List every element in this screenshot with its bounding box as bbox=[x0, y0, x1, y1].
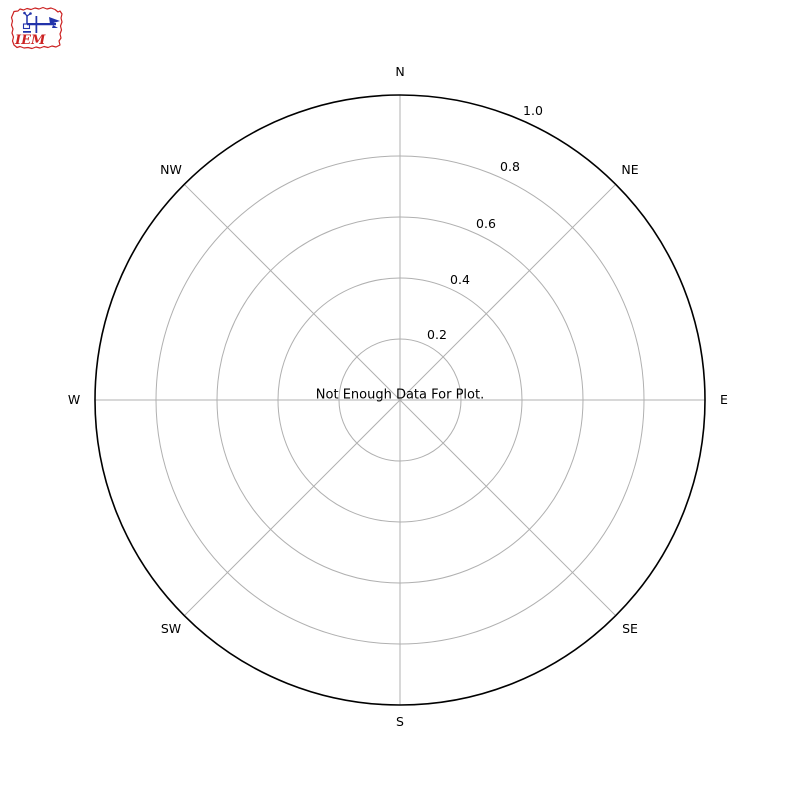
iem-logo[interactable]: IEM bbox=[8, 5, 66, 51]
gridline-circle-0-2 bbox=[338, 338, 462, 462]
iem-logo-wordmark: IEM bbox=[14, 33, 46, 48]
radial-tick-label-1-0: 1.0 bbox=[523, 102, 543, 118]
outer-spine bbox=[94, 94, 706, 706]
iowa-outline-icon bbox=[10, 6, 63, 50]
gridline-circle-0-4 bbox=[277, 277, 523, 523]
compass-label-s: S bbox=[396, 713, 404, 729]
iem-logo-graphic: IEM bbox=[10, 6, 63, 50]
gridline-circle-0-8 bbox=[155, 155, 645, 645]
radial-tick-label-0-8: 0.8 bbox=[500, 158, 520, 174]
compass-label-w: W bbox=[67, 391, 81, 407]
radial-tick-label-0-4: 0.4 bbox=[450, 271, 470, 287]
gridline-circle-0-6 bbox=[216, 216, 584, 584]
compass-label-nw: NW bbox=[160, 161, 182, 177]
compass-label-se: SE bbox=[622, 620, 638, 636]
radial-gridlines bbox=[155, 155, 645, 645]
gridline-spoke-ne bbox=[399, 183, 617, 401]
radial-tick-label-0-2: 0.2 bbox=[427, 326, 447, 342]
gridline-spoke-sw bbox=[183, 399, 401, 617]
radial-tick-label-0-6: 0.6 bbox=[476, 215, 496, 231]
angular-gridlines bbox=[95, 95, 705, 705]
compass-label-sw: SW bbox=[160, 620, 182, 636]
compass-label-n: N bbox=[395, 63, 405, 79]
no-data-message: Not Enough Data For Plot. bbox=[315, 387, 485, 403]
compass-label-e: E bbox=[720, 391, 728, 407]
gridline-spoke-se bbox=[399, 399, 617, 617]
gridline-spoke-nw bbox=[183, 183, 401, 401]
anemometer-icon bbox=[22, 11, 60, 33]
compass-label-ne: NE bbox=[621, 161, 639, 177]
